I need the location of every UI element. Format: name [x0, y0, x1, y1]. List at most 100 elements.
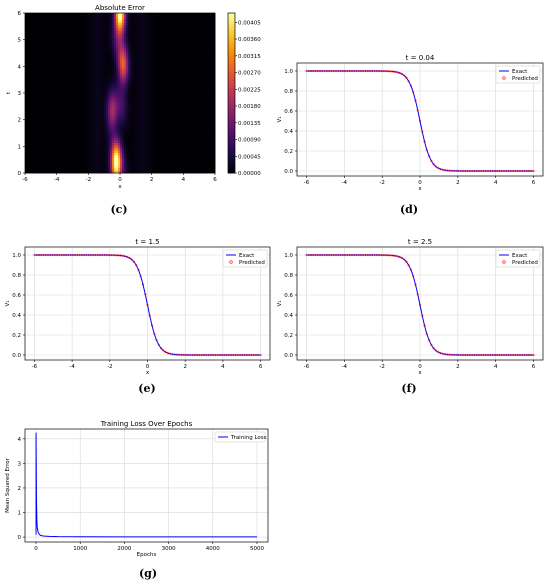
- heatmap-cell: [88, 15, 91, 19]
- heatmap-cell: [169, 58, 172, 61]
- heatmap-cell: [129, 25, 133, 29]
- heatmap-cell: [76, 138, 79, 141]
- heatmap-cell: [26, 125, 30, 129]
- heatmap-cell: [50, 115, 54, 119]
- heatmap-cell: [94, 90, 97, 94]
- heatmap-cell: [50, 58, 54, 61]
- heatmap-cell: [40, 53, 44, 56]
- heatmap-cell: [201, 130, 204, 134]
- heatmap-cell: [141, 68, 145, 71]
- heatmap-cell: [207, 25, 210, 29]
- heatmap-cell: [207, 73, 210, 76]
- heatmap-cell: [175, 15, 178, 19]
- heatmap-cell: [135, 43, 139, 46]
- heatmap-cell: [191, 140, 194, 144]
- heatmap-cell: [177, 120, 180, 124]
- heatmap-cell: [38, 133, 42, 136]
- heatmap-cell: [175, 55, 178, 59]
- heatmap-cell: [88, 135, 91, 139]
- heatmap-cell: [191, 78, 194, 81]
- heatmap-cell: [78, 118, 81, 121]
- heatmap-cell: [34, 88, 38, 91]
- heatmap-cell: [203, 85, 206, 89]
- heatmap-cell: [177, 98, 180, 101]
- heatmap-cell: [62, 23, 65, 26]
- heatmap-cell: [191, 80, 194, 84]
- heatmap-cell: [46, 55, 50, 59]
- heatmap-cell: [165, 65, 168, 69]
- heatmap-cell: [205, 13, 208, 16]
- heatmap-cell: [147, 83, 151, 86]
- heatmap-cell: [82, 108, 85, 111]
- heatmap-cell: [54, 80, 58, 84]
- heatmap-cell: [118, 45, 121, 49]
- heatmap-cell: [185, 75, 188, 79]
- heatmap-cell: [151, 118, 155, 121]
- heatmap-cell: [32, 120, 36, 124]
- heatmap-cell: [179, 103, 182, 106]
- heatmap-cell: [207, 55, 210, 59]
- heatmap-cell: [139, 18, 143, 21]
- heatmap-cell: [92, 28, 95, 31]
- heatmap-cell: [84, 38, 87, 41]
- heatmap-cell: [46, 63, 50, 66]
- heatmap-cell: [66, 33, 69, 36]
- heatmap-cell: [104, 83, 107, 86]
- heatmap-cell: [185, 78, 188, 81]
- heatmap-cell: [86, 48, 89, 51]
- heatmap-cell: [86, 135, 89, 139]
- heatmap-cell: [32, 28, 36, 31]
- heatmap-cell: [193, 60, 196, 64]
- heatmap-cell: [60, 113, 64, 116]
- heatmap-cell: [189, 83, 192, 86]
- heatmap-cell: [38, 93, 42, 96]
- heatmap-cell: [96, 115, 99, 119]
- heatmap-cell: [72, 48, 75, 51]
- heatmap-cell: [127, 125, 131, 129]
- heatmap-cell: [137, 18, 141, 21]
- heatmap-cell: [50, 108, 54, 111]
- heatmap-cell: [151, 38, 155, 41]
- heatmap-cell: [84, 98, 87, 101]
- heatmap-cell: [185, 13, 188, 16]
- heatmap-cell: [161, 23, 164, 26]
- heatmap-cell: [129, 103, 133, 106]
- heatmap-cell: [25, 35, 28, 39]
- heatmap-cell: [28, 60, 32, 64]
- heatmap-cell: [94, 140, 97, 144]
- heatmap-cell: [135, 118, 139, 121]
- heatmap-cell: [179, 40, 182, 44]
- heatmap-panel: Absolute Error-6 -4 -2 0 2 4 60123456xt0.00000…: [6, 4, 261, 190]
- heatmap-cell: [118, 135, 121, 139]
- heatmap-cell: [74, 53, 77, 56]
- heatmap-cell: [54, 43, 58, 46]
- heatmap-cell: [167, 13, 170, 16]
- heatmap-cell: [197, 93, 200, 96]
- heatmap-cell: [78, 78, 81, 81]
- heatmap-cell: [104, 88, 107, 91]
- heatmap-cell: [56, 65, 60, 69]
- heatmap-cell: [112, 85, 115, 89]
- heatmap-cell: [56, 118, 60, 121]
- heatmap-cell: [36, 88, 40, 91]
- heatmap-cell: [151, 40, 155, 44]
- heatmap-cell: [145, 65, 149, 69]
- heatmap-cell: [151, 70, 155, 74]
- heatmap-cell: [118, 50, 121, 54]
- heatmap-cell: [74, 118, 77, 121]
- heatmap-cell: [30, 70, 34, 74]
- heatmap-cell: [60, 125, 64, 129]
- heatmap-cell: [104, 138, 107, 141]
- heatmap-cell: [147, 133, 151, 136]
- heatmap-cell: [58, 75, 62, 79]
- heatmap-cell: [72, 123, 75, 126]
- heatmap-cell: [205, 80, 208, 84]
- heatmap-cell: [88, 30, 91, 34]
- heatmap-cell: [76, 45, 79, 49]
- heatmap-cell: [64, 103, 67, 106]
- heatmap-cell: [145, 93, 149, 96]
- heatmap-cell: [167, 48, 170, 51]
- heatmap-cell: [60, 58, 64, 61]
- heatmap-cell: [28, 30, 32, 34]
- heatmap-cell: [112, 30, 115, 34]
